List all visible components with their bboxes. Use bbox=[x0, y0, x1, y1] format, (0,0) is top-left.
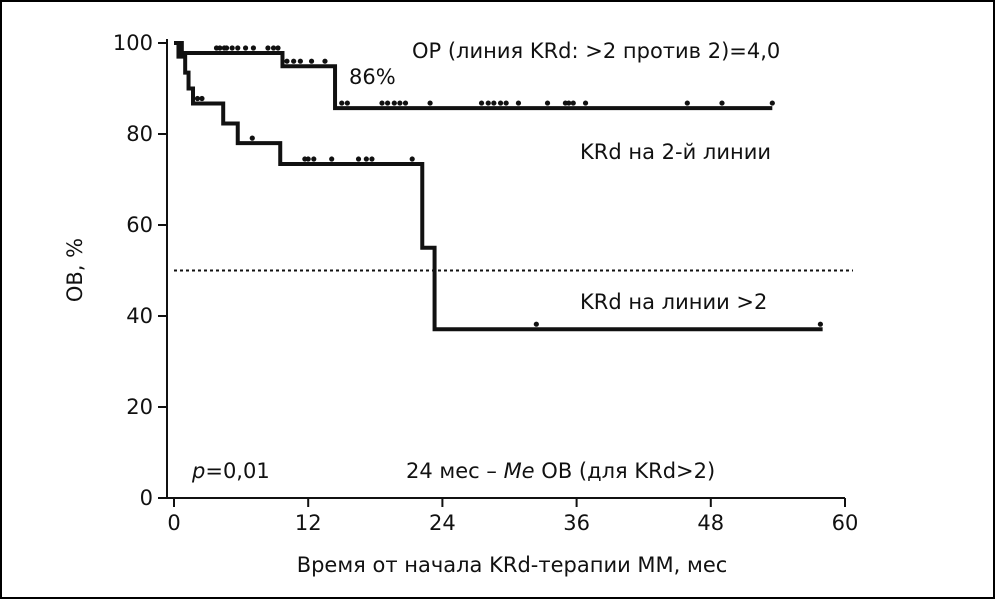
censor-mark-2 bbox=[311, 156, 317, 162]
censor-mark-1 bbox=[379, 100, 385, 106]
y-axis-label: ОВ, % bbox=[63, 238, 87, 302]
y-tick-label: 0 bbox=[140, 486, 153, 510]
censor-mark-2 bbox=[533, 321, 539, 327]
censor-mark-1 bbox=[719, 100, 725, 106]
censor-mark-1 bbox=[566, 100, 572, 106]
censor-mark-1 bbox=[491, 100, 497, 106]
censor-mark-1 bbox=[427, 100, 433, 106]
censor-mark-2 bbox=[249, 135, 255, 141]
censor-mark-1 bbox=[322, 58, 328, 64]
p-value: =0,01 bbox=[205, 459, 269, 483]
censor-mark-1 bbox=[223, 45, 230, 51]
censor-mark-1 bbox=[275, 45, 281, 51]
censor-mark-1 bbox=[235, 45, 241, 51]
censor-mark-2 bbox=[305, 156, 311, 162]
censor-mark-1 bbox=[265, 45, 271, 51]
censor-mark-1 bbox=[582, 100, 589, 106]
censor-mark-2 bbox=[369, 156, 375, 162]
censor-mark-1 bbox=[497, 100, 504, 106]
censor-mark-1 bbox=[684, 100, 690, 106]
series1-label: KRd на 2-й линии bbox=[580, 140, 771, 164]
censor-mark-1 bbox=[485, 100, 491, 106]
x-tick-label: 0 bbox=[167, 511, 180, 535]
y-tick-label: 20 bbox=[126, 395, 153, 419]
censor-mark-1 bbox=[503, 100, 509, 106]
x-axis-label: Время от начала KRd-терапии ММ, мес bbox=[297, 553, 728, 577]
x-tick-label: 24 bbox=[429, 511, 456, 535]
censor-mark-1 bbox=[544, 100, 551, 106]
y-tick-label: 80 bbox=[126, 122, 153, 146]
censor-mark-2 bbox=[199, 95, 205, 102]
censor-mark-1 bbox=[229, 45, 235, 51]
median-me: Me bbox=[504, 459, 535, 483]
censor-mark-2 bbox=[363, 156, 369, 162]
median-prefix: 24 мес – bbox=[406, 459, 504, 483]
survival-curve-2 bbox=[174, 41, 823, 332]
hazard-ratio-annotation: ОР (линия KRd: >2 против 2)=4,0 bbox=[412, 39, 780, 63]
x-tick-label: 36 bbox=[563, 511, 590, 535]
censor-mark-1 bbox=[397, 100, 403, 106]
censor-mark-1 bbox=[291, 58, 297, 64]
censor-mark-2 bbox=[194, 95, 201, 102]
censor-mark-1 bbox=[478, 100, 485, 106]
censor-mark-2 bbox=[355, 156, 362, 162]
series-group bbox=[174, 41, 823, 332]
censor-mark-1 bbox=[769, 100, 775, 106]
censor-mark-1 bbox=[385, 100, 391, 106]
censor-mark-1 bbox=[570, 100, 576, 106]
censor-mark-1 bbox=[270, 45, 277, 51]
censor-mark-2 bbox=[329, 156, 335, 162]
censor-mark-1 bbox=[344, 100, 350, 106]
median-annotation: 24 мес – Me ОВ (для KRd>2) bbox=[406, 459, 715, 483]
censor-mark-1 bbox=[402, 100, 409, 106]
median-suffix: ОВ (для KRd>2) bbox=[535, 459, 716, 483]
y-tick-label: 60 bbox=[126, 213, 153, 237]
axes: 0 20 40 60 80 100 0 12 24 36 48 60 bbox=[113, 31, 858, 535]
censor-mark-1 bbox=[284, 58, 290, 64]
x-tick-label: 12 bbox=[295, 511, 322, 535]
p-symbol: p bbox=[191, 459, 205, 483]
x-tick-label: 48 bbox=[697, 511, 724, 535]
censor-mark-1 bbox=[217, 45, 223, 51]
p-value-annotation: p=0,01 bbox=[191, 459, 270, 483]
censor-mark-1 bbox=[391, 100, 397, 106]
censor-mark-1 bbox=[308, 58, 315, 64]
censor-mark-1 bbox=[250, 45, 257, 51]
censor-mark-2 bbox=[817, 321, 823, 327]
censor-mark-1 bbox=[242, 45, 249, 51]
censor-mark-1 bbox=[297, 58, 303, 64]
censor-mark-1 bbox=[515, 100, 522, 106]
series2-label: KRd на линии >2 bbox=[580, 290, 767, 314]
y-tick-label: 100 bbox=[113, 31, 153, 55]
censor-mark-1 bbox=[339, 100, 345, 106]
percent-86-annotation: 86% bbox=[349, 65, 396, 89]
y-tick-label: 40 bbox=[126, 304, 153, 328]
survival-curve-1 bbox=[174, 41, 773, 111]
censor-mark-2 bbox=[409, 156, 415, 162]
x-tick-label: 60 bbox=[832, 511, 859, 535]
